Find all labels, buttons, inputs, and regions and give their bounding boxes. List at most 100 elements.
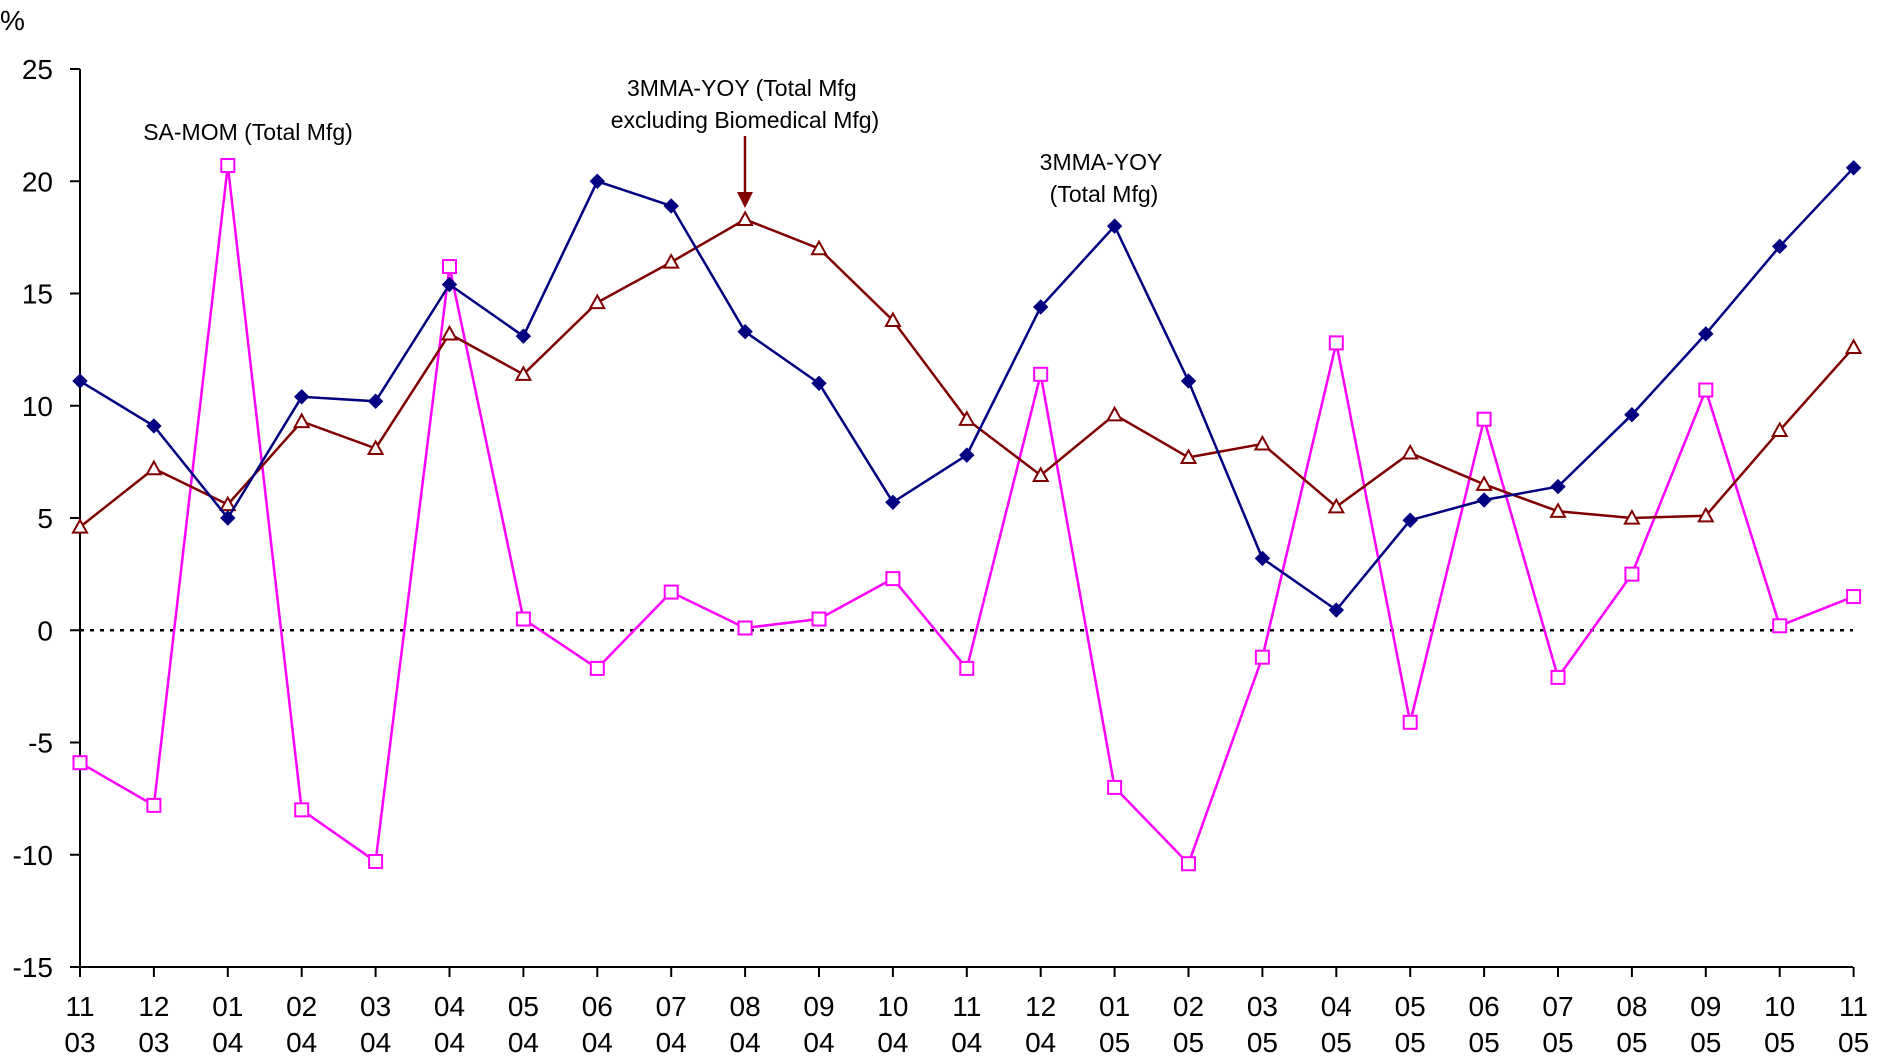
annotation-sa-mom-line-1: SA-MOM (Total Mfg) xyxy=(143,119,353,145)
x-tick-label-month: 07 xyxy=(656,991,687,1022)
data-point-diamond xyxy=(1698,326,1714,342)
y-axis-unit-label: % xyxy=(0,5,25,36)
x-tick-label-year: 04 xyxy=(434,1027,465,1054)
y-tick-label: -15 xyxy=(13,952,53,983)
data-point-triangle xyxy=(1844,338,1863,354)
x-tick-label-year: 05 xyxy=(1321,1027,1352,1054)
y-tick-label: 25 xyxy=(22,54,53,85)
data-point-diamond xyxy=(959,447,975,463)
x-tick-label-year: 05 xyxy=(1542,1027,1573,1054)
data-point-square xyxy=(1181,856,1196,872)
annotation-total-line-1: 3MMA-YOY xyxy=(1040,149,1162,175)
data-point-square xyxy=(515,611,531,627)
annotation-excl-biomed-line-2: excluding Biomedical Mfg) xyxy=(611,107,879,133)
x-tick-label-month: 08 xyxy=(1616,991,1647,1022)
x-tick-label-year: 04 xyxy=(877,1027,908,1054)
data-point-triangle xyxy=(736,210,754,227)
x-tick-label-month: 07 xyxy=(1542,991,1573,1022)
data-point-square xyxy=(1550,669,1566,685)
data-point-triangle xyxy=(219,495,237,512)
data-point-square xyxy=(1328,335,1344,351)
data-point-triangle xyxy=(1475,475,1493,491)
data-point-diamond xyxy=(1032,299,1049,315)
data-point-triangle xyxy=(1697,506,1715,523)
data-point-square xyxy=(885,571,901,587)
series-line-excl_biomed xyxy=(79,218,1855,528)
data-point-diamond xyxy=(737,323,753,340)
data-point-triangle xyxy=(514,365,533,381)
data-point-square xyxy=(737,620,753,636)
y-tick-label: 5 xyxy=(37,503,53,534)
data-point-square xyxy=(1772,618,1788,634)
x-tick-label-year: 04 xyxy=(212,1027,243,1054)
x-tick-label-month: 10 xyxy=(1764,991,1795,1022)
x-tick-label-year: 04 xyxy=(803,1027,834,1054)
data-point-square xyxy=(1254,649,1270,665)
data-point-triangle xyxy=(1327,497,1345,514)
data-point-diamond xyxy=(1328,602,1345,618)
data-point-triangle xyxy=(810,239,828,256)
x-tick-label-year: 04 xyxy=(286,1027,317,1054)
x-tick-label-year: 04 xyxy=(360,1027,391,1054)
x-tick-label-month: 09 xyxy=(1690,991,1721,1022)
x-tick-label-month: 01 xyxy=(1099,991,1130,1022)
data-point-diamond xyxy=(1845,160,1862,176)
annotation-total: 3MMA-YOY (Total Mfg) xyxy=(1040,149,1169,207)
data-point-square xyxy=(368,853,384,869)
data-point-square xyxy=(146,797,162,813)
x-tick-label-month: 06 xyxy=(1469,991,1500,1022)
annotation-excl-biomed: 3MMA-YOY (Total Mfg excluding Biomedical… xyxy=(611,75,879,133)
x-tick-label-year: 05 xyxy=(1395,1027,1426,1054)
data-point-diamond xyxy=(220,510,236,526)
data-point-triangle xyxy=(884,311,902,328)
y-tick-label: -5 xyxy=(28,728,53,759)
x-tick-label-month: 12 xyxy=(1025,991,1056,1022)
data-point-diamond xyxy=(1550,478,1566,495)
x-tick-label-year: 04 xyxy=(656,1027,687,1054)
data-point-diamond xyxy=(811,375,827,392)
x-tick-label-month: 09 xyxy=(803,991,834,1022)
data-point-square xyxy=(1624,566,1640,582)
data-point-triangle xyxy=(958,410,976,426)
data-point-square xyxy=(1698,382,1714,398)
data-point-square xyxy=(663,584,679,600)
data-point-diamond xyxy=(663,198,679,214)
x-tick-label-month: 03 xyxy=(360,991,391,1022)
data-point-triangle xyxy=(366,439,385,456)
series-layer xyxy=(71,158,1863,872)
data-point-diamond xyxy=(1771,238,1788,255)
y-tick-label: 0 xyxy=(37,615,53,646)
x-tick-label-year: 04 xyxy=(1025,1027,1056,1054)
axes: -15-10-505101520251103120301040204030404… xyxy=(13,54,1870,1058)
data-point-square xyxy=(72,755,88,771)
y-tick-label: -10 xyxy=(13,840,53,871)
data-point-triangle xyxy=(1623,508,1641,525)
x-tick-label-year: 03 xyxy=(138,1027,169,1054)
data-point-square xyxy=(220,158,236,174)
x-tick-label-month: 12 xyxy=(138,991,169,1022)
y-tick-label: 15 xyxy=(22,279,53,310)
x-tick-label-year: 04 xyxy=(951,1027,982,1054)
annotation-total-line-2: (Total Mfg) xyxy=(1050,181,1159,207)
x-tick-label-year: 04 xyxy=(508,1027,539,1054)
data-point-triangle xyxy=(662,253,680,269)
x-tick-label-year: 05 xyxy=(1099,1027,1130,1054)
x-tick-label-year: 03 xyxy=(64,1027,95,1054)
data-point-diamond xyxy=(885,494,901,510)
x-tick-label-year: 05 xyxy=(1690,1027,1721,1054)
data-point-triangle xyxy=(1549,502,1567,518)
x-tick-label-month: 05 xyxy=(1395,991,1426,1022)
data-point-triangle xyxy=(440,324,459,341)
data-point-triangle xyxy=(1105,405,1124,422)
data-point-square xyxy=(442,259,457,275)
x-tick-label-year: 05 xyxy=(1764,1027,1795,1054)
x-tick-label-year: 05 xyxy=(1616,1027,1647,1054)
x-tick-label-year: 05 xyxy=(1838,1027,1869,1054)
series-total xyxy=(72,160,1862,618)
x-tick-label-month: 02 xyxy=(1173,991,1204,1022)
data-point-diamond xyxy=(1180,373,1197,389)
series-line-total xyxy=(79,166,1855,612)
data-point-diamond xyxy=(72,373,88,389)
x-tick-label-month: 11 xyxy=(1839,991,1868,1022)
data-point-triangle xyxy=(145,459,163,476)
